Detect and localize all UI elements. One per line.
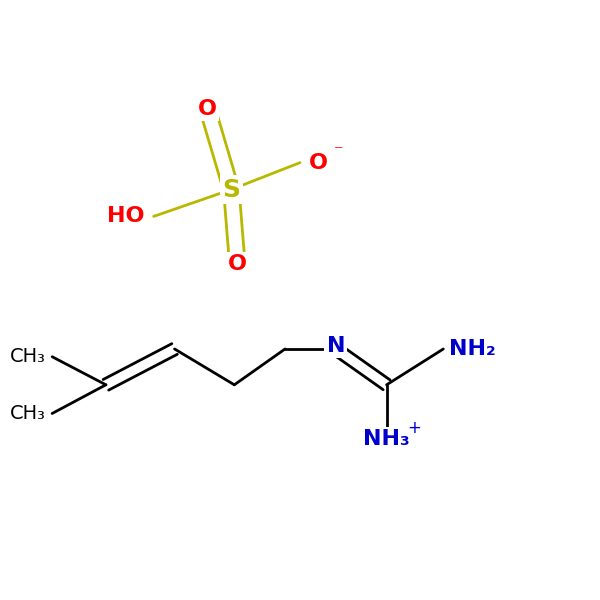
Text: NH₂: NH₂ [449,339,496,359]
Text: S: S [223,178,241,202]
Text: +: + [407,419,421,437]
Text: CH₃: CH₃ [10,347,46,366]
Text: HO: HO [107,206,145,226]
Text: O: O [309,152,328,173]
Text: O: O [198,99,217,119]
Text: O: O [228,254,247,274]
Text: N: N [326,336,345,356]
Text: ⁻: ⁻ [334,143,344,161]
Text: CH₃: CH₃ [10,404,46,423]
Text: NH₃: NH₃ [363,428,410,449]
